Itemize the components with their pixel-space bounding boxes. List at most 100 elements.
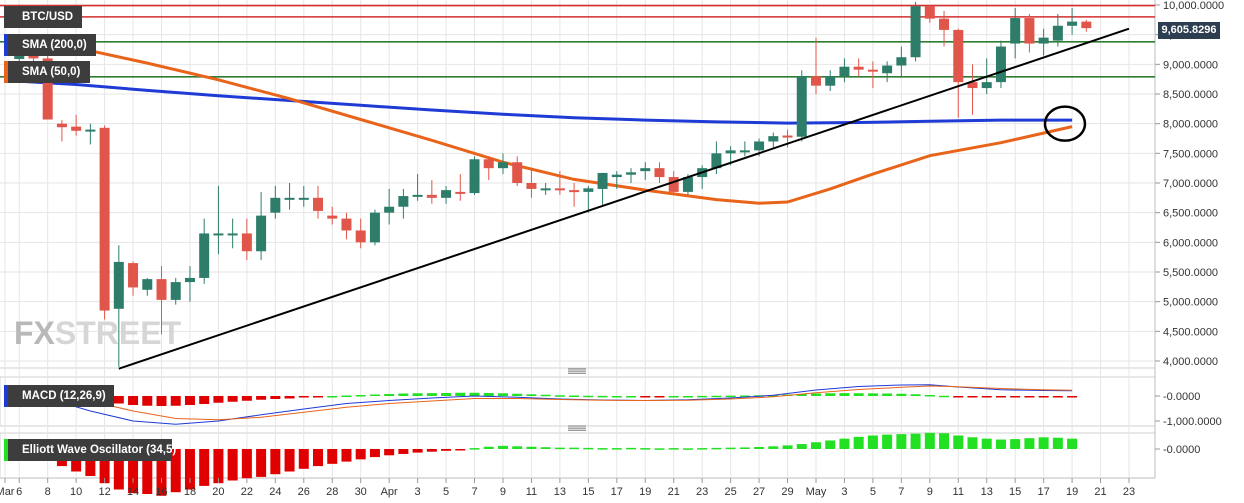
- ewo-histogram-bar: [597, 448, 608, 450]
- macd-histogram-bar: [1038, 396, 1049, 398]
- legend-sma-50[interactable]: SMA (50,0): [4, 61, 90, 83]
- ewo-histogram-bar: [924, 432, 935, 449]
- ewo-histogram-bar: [540, 447, 551, 449]
- candle-body: [455, 191, 466, 194]
- macd-histogram-bar: [953, 396, 964, 398]
- macd-histogram-bar: [327, 396, 338, 398]
- ewo-histogram-bar: [441, 449, 452, 451]
- macd-histogram-bar: [682, 396, 693, 398]
- macd-histogram-bar: [526, 394, 537, 396]
- price-y-tick-label: 8,500.0000: [1163, 89, 1218, 101]
- macd-histogram-bar: [654, 396, 665, 398]
- macd-histogram-bar: [497, 393, 508, 396]
- macd-histogram-bar: [697, 395, 708, 398]
- sma-50-line: [4, 37, 1073, 205]
- x-tick-label: 7: [471, 486, 477, 498]
- macd-histogram-bar: [313, 396, 324, 398]
- price-y-tick-label: 4,000.0000: [1163, 356, 1218, 368]
- ewo-histogram-bar: [1010, 439, 1021, 449]
- candle-body: [967, 82, 978, 89]
- ewo-histogram-bar: [896, 434, 907, 449]
- candle-body: [42, 58, 53, 120]
- macd-histogram-bar: [626, 396, 637, 398]
- macd-histogram-bar: [867, 393, 878, 396]
- ewo-histogram-bar: [995, 439, 1006, 449]
- ewo-histogram-bar: [128, 449, 139, 494]
- x-tick-label: 17: [611, 486, 623, 498]
- ewo-histogram-bar: [341, 449, 352, 462]
- price-y-tick-label: 7,500.0000: [1163, 148, 1218, 160]
- candle-body: [654, 168, 665, 178]
- price-y-tick-label: 9,000.0000: [1163, 59, 1218, 71]
- ewo-histogram-bar: [882, 434, 893, 449]
- candle-body: [1010, 18, 1021, 44]
- candle-body: [1081, 21, 1092, 29]
- macd-histogram-bar: [1024, 396, 1035, 398]
- candle-body: [611, 174, 622, 178]
- candle-body: [355, 230, 366, 243]
- candle-body: [170, 282, 181, 300]
- candle-body: [298, 197, 309, 200]
- x-tick-label: 28: [326, 486, 338, 498]
- candle-body: [782, 135, 793, 138]
- candle-body: [241, 233, 252, 252]
- legend-macd[interactable]: MACD (12,26,9): [4, 385, 114, 407]
- x-tick-label: 12: [98, 486, 110, 498]
- ewo-histogram-bar: [85, 449, 96, 476]
- candle-body: [85, 129, 96, 132]
- candle-body: [1052, 25, 1063, 41]
- x-tick-label: Apr: [381, 486, 398, 498]
- x-tick-label: 29: [781, 486, 793, 498]
- macd-signal-line: [4, 385, 1073, 421]
- x-tick-label: 9: [500, 486, 506, 498]
- price-y-tick-label: 10,000.0000: [1163, 0, 1224, 12]
- candle-body: [939, 18, 950, 30]
- macd-histogram-bar: [810, 393, 821, 396]
- price-panel: [0, 2, 1155, 370]
- highlight-circle: [1043, 105, 1087, 142]
- candle-body: [725, 150, 736, 154]
- candle-body: [1067, 21, 1078, 26]
- ewo-histogram-bar: [184, 449, 195, 490]
- macd-histogram-bar: [1067, 396, 1078, 398]
- candle-body: [256, 215, 267, 252]
- x-tick-label: Mar: [0, 486, 15, 498]
- x-tick-label: 15: [1009, 486, 1021, 498]
- candle-body: [227, 233, 238, 236]
- ewo-histogram-bar: [981, 438, 992, 449]
- x-tick-label: 10: [70, 486, 82, 498]
- x-tick-label: 23: [696, 486, 708, 498]
- macd-histogram-bar: [739, 395, 750, 397]
- candle-body: [71, 126, 82, 131]
- ewo-histogram-bar: [99, 449, 110, 484]
- ewo-histogram-bar: [640, 448, 651, 450]
- ewo-histogram-bar: [213, 449, 224, 484]
- x-tick-label: 24: [269, 486, 281, 498]
- ewo-histogram-bar: [697, 448, 708, 450]
- x-tick-label: 3: [841, 486, 847, 498]
- x-tick-label: 15: [582, 486, 594, 498]
- x-tick-label: 22: [241, 486, 253, 498]
- candle-body: [369, 212, 380, 243]
- ewo-histogram-bar: [270, 449, 281, 475]
- legend-symbol[interactable]: BTC/USD: [4, 6, 82, 28]
- candle-body: [626, 172, 637, 175]
- macd-histogram-bar: [839, 393, 850, 396]
- ewo-histogram-bar: [483, 446, 494, 449]
- candle-body: [1024, 18, 1035, 44]
- macd-histogram-bar: [384, 394, 395, 396]
- ewo-histogram-bar: [939, 433, 950, 449]
- ewo-histogram-bar: [355, 449, 366, 460]
- legend-ewo[interactable]: Elliott Wave Oscillator (34,5): [4, 439, 176, 461]
- candle-body: [113, 261, 124, 309]
- macd-histogram-bar: [882, 393, 893, 396]
- candle-body: [327, 215, 338, 219]
- x-tick-label: 30: [355, 486, 367, 498]
- x-tick-label: 7: [898, 486, 904, 498]
- x-tick-label: 14: [127, 486, 139, 498]
- macd-histogram-bar: [640, 396, 651, 398]
- legend-sma-200[interactable]: SMA (200,0): [4, 34, 96, 56]
- macd-y-tick-label: -1,000.0000: [1163, 416, 1222, 428]
- macd-histogram-bar: [355, 395, 366, 397]
